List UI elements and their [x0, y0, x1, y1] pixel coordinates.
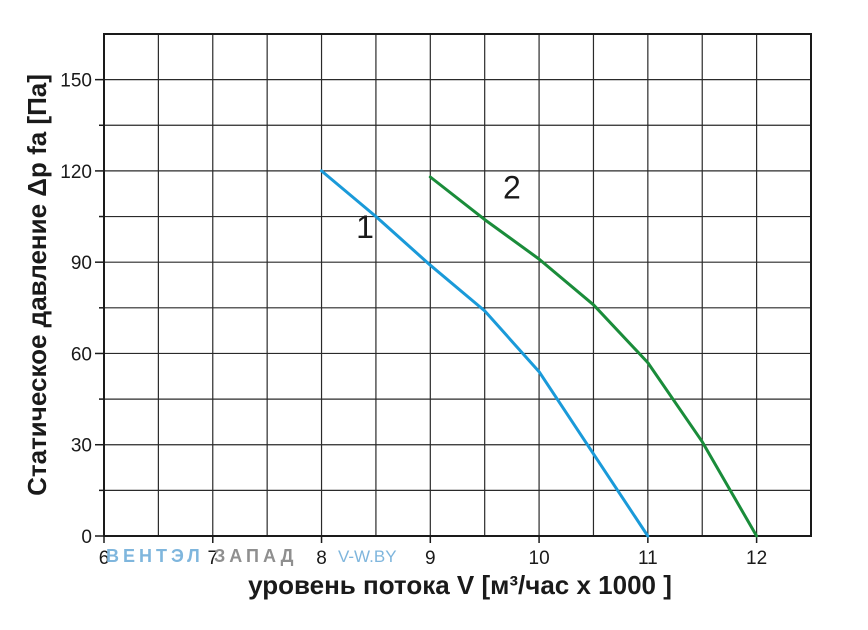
y-tick-label: 120 — [60, 162, 92, 183]
y-axis-label: Статическое давление Δp fa [Па] — [22, 74, 52, 496]
curve-labels: 12 — [356, 169, 521, 245]
y-tick-label: 150 — [60, 71, 92, 92]
watermark-brand-2: ЗАПАД — [214, 546, 297, 566]
curve-label-1: 1 — [356, 209, 374, 245]
watermark-url: V-W.BY — [338, 547, 397, 566]
y-tick-label: 0 — [81, 527, 92, 548]
watermark-brand-1: ВЕНТЭЛ — [106, 546, 204, 566]
x-tick-label: 8 — [316, 548, 327, 569]
x-axis-label: уровень потока V [м³/час х 1000 ] — [248, 570, 672, 600]
x-tick-label: 10 — [529, 548, 550, 569]
y-tick-label: 30 — [71, 436, 92, 457]
x-tick-label: 7 — [207, 548, 218, 569]
watermark: ВЕНТЭЛ ЗАПАД V-W.BY — [106, 546, 397, 566]
curve-label-2: 2 — [503, 169, 521, 205]
series-line-2 — [428, 175, 759, 538]
y-tick-label: 60 — [71, 344, 92, 365]
x-tick-label: 11 — [638, 548, 658, 569]
series-group — [320, 169, 759, 538]
x-tick-label: 9 — [425, 548, 436, 569]
grid — [104, 34, 811, 536]
x-tick-label: 12 — [746, 548, 767, 569]
x-tick-label: 6 — [99, 548, 110, 569]
y-tick-label: 90 — [71, 253, 92, 274]
plot-frame — [103, 33, 812, 537]
series-line-1 — [320, 169, 650, 538]
